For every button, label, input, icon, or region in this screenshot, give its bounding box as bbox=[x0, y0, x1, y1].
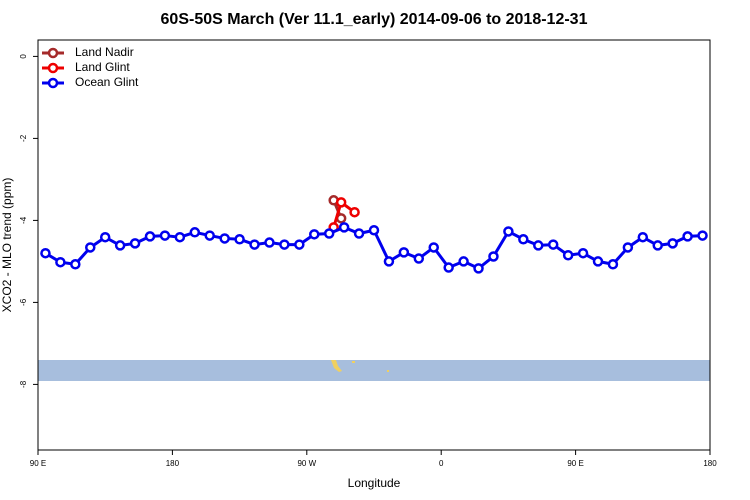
point bbox=[99, 231, 111, 243]
point bbox=[398, 247, 410, 258]
point bbox=[323, 228, 335, 239]
y-tick-label: -6 bbox=[19, 298, 28, 306]
point bbox=[279, 239, 290, 250]
point bbox=[443, 262, 454, 273]
chart-title: 60S-50S March (Ver 11.1_early) 2014-09-0… bbox=[161, 11, 588, 28]
plot-frame bbox=[37, 39, 711, 451]
point bbox=[533, 240, 544, 251]
point bbox=[503, 226, 514, 237]
point bbox=[547, 239, 559, 250]
point bbox=[577, 247, 589, 259]
ocean-strip bbox=[38, 360, 710, 381]
x-tick-label: 90 E bbox=[567, 459, 583, 468]
y-tick-label: -8 bbox=[19, 380, 28, 388]
x-tick-label: 0 bbox=[439, 459, 444, 468]
point bbox=[335, 197, 347, 208]
y-axis-label: XCO2 - MLO trend (ppm) bbox=[0, 178, 14, 313]
point bbox=[682, 231, 693, 242]
point bbox=[622, 242, 634, 253]
point bbox=[637, 231, 649, 243]
point bbox=[204, 230, 215, 241]
point bbox=[234, 234, 245, 245]
point bbox=[70, 259, 81, 270]
point bbox=[294, 239, 305, 250]
point bbox=[144, 231, 156, 242]
point bbox=[607, 259, 619, 270]
point bbox=[413, 253, 425, 264]
point bbox=[264, 237, 275, 248]
point bbox=[458, 256, 469, 267]
y-tick-label: -2 bbox=[19, 134, 28, 142]
point bbox=[55, 256, 66, 268]
point bbox=[518, 234, 529, 245]
point bbox=[353, 228, 365, 239]
x-tick-label: 90 E bbox=[30, 459, 46, 468]
x-tick-label: 180 bbox=[166, 459, 180, 468]
legend-label: Ocean Glint bbox=[75, 75, 139, 89]
point bbox=[114, 240, 126, 251]
point bbox=[562, 250, 574, 261]
y-tick-label: 0 bbox=[19, 54, 28, 59]
point bbox=[428, 242, 439, 253]
point bbox=[488, 251, 499, 262]
point bbox=[383, 256, 395, 267]
point bbox=[174, 231, 186, 243]
legend-label: Land Glint bbox=[75, 60, 130, 74]
point bbox=[368, 224, 380, 236]
point bbox=[219, 233, 230, 244]
point bbox=[189, 227, 201, 238]
point bbox=[667, 238, 678, 249]
point bbox=[85, 242, 96, 253]
legend-marker bbox=[47, 77, 59, 89]
land-patch bbox=[331, 360, 342, 372]
legend-marker bbox=[47, 47, 59, 59]
x-tick-label: 180 bbox=[703, 459, 717, 468]
point bbox=[473, 263, 484, 274]
x-tick-label: 90 W bbox=[297, 459, 316, 468]
land-patch bbox=[352, 361, 355, 363]
point bbox=[159, 230, 171, 241]
land-patch bbox=[387, 370, 389, 372]
legend-label: Land Nadir bbox=[75, 45, 134, 59]
point bbox=[309, 229, 320, 240]
point bbox=[652, 240, 663, 251]
legend-marker bbox=[47, 62, 59, 74]
point bbox=[249, 239, 260, 250]
point bbox=[40, 247, 51, 259]
x-axis-label: Longitude bbox=[348, 476, 401, 490]
point bbox=[338, 222, 350, 233]
y-tick-label: -4 bbox=[19, 216, 28, 224]
point bbox=[697, 230, 708, 241]
point bbox=[129, 238, 141, 249]
point bbox=[592, 256, 604, 267]
point bbox=[349, 206, 360, 218]
